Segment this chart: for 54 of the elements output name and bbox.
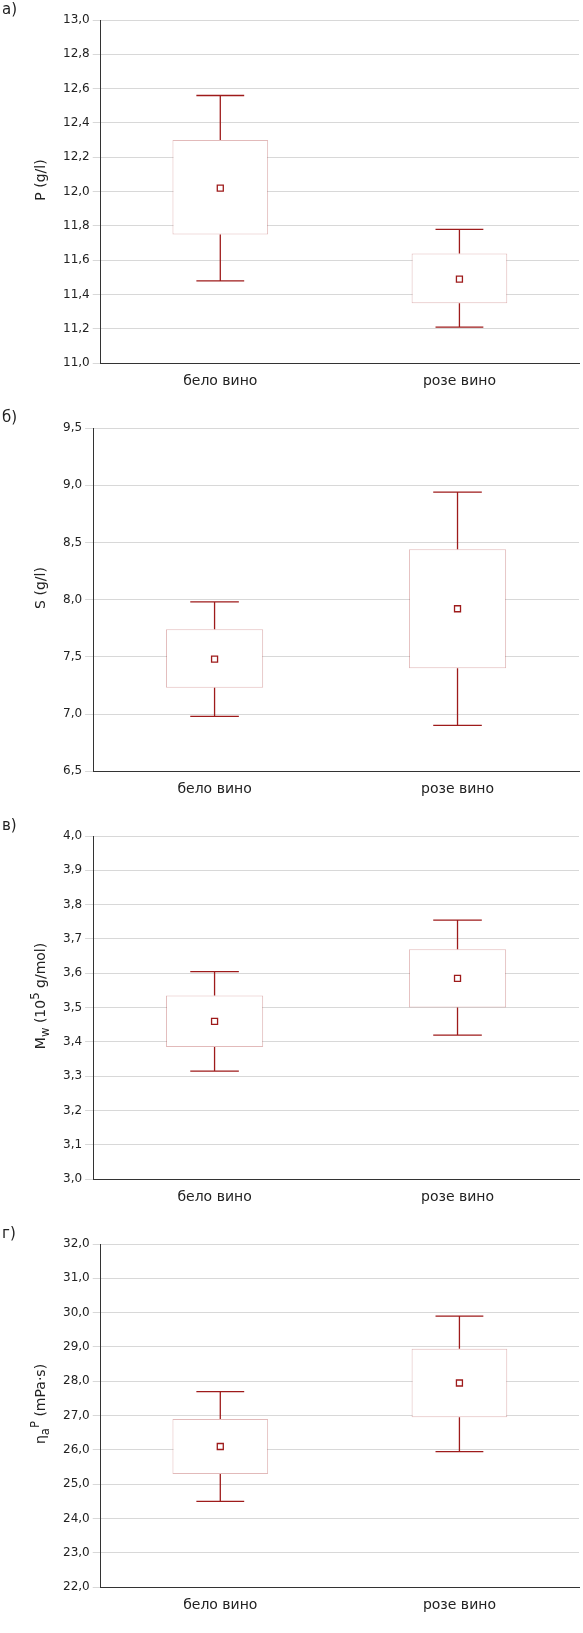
x-tick-label: розе вино: [422, 372, 496, 389]
y-tick-label: 32,0: [63, 1236, 90, 1251]
y-tick-label: 7,5: [62, 648, 83, 663]
y-axis-title: S (g/l): [32, 567, 48, 609]
x-tick-label: бело вино: [177, 780, 252, 797]
chart-title: г): [2, 1224, 16, 1242]
y-tick-label: 6,5: [62, 763, 83, 778]
y-tick-label: 3,0: [62, 1171, 83, 1186]
y-tick-label: 28,0: [63, 1373, 90, 1388]
y-tick-label: 11,4: [63, 286, 90, 301]
y-tick-label: 12,4: [63, 115, 90, 130]
y-tick-label: 26,0: [63, 1442, 90, 1457]
chart-title: б): [2, 408, 18, 426]
y-tick-label: 3,6: [62, 965, 83, 980]
y-tick-label: 27,0: [63, 1407, 90, 1422]
y-tick-label: 8,0: [62, 591, 83, 606]
y-tick-label: 3,4: [62, 1034, 83, 1049]
x-tick-label: розе вино: [421, 780, 495, 797]
x-tick-label: розе вино: [422, 1596, 496, 1613]
y-tick-label: 11,6: [63, 252, 90, 267]
y-tick-label: 4,0: [62, 828, 83, 843]
x-tick-label: бело вино: [177, 1188, 252, 1205]
y-tick-label: 8,5: [62, 534, 83, 549]
y-tick-label: 25,0: [63, 1476, 90, 1491]
y-tick-label: 3,2: [62, 1102, 83, 1117]
y-tick-label: 9,5: [62, 420, 83, 435]
x-tick-label: розе вино: [421, 1188, 495, 1205]
y-tick-label: 11,2: [63, 321, 90, 336]
y-tick-label: 29,0: [63, 1339, 90, 1354]
y-tick-label: 3,1: [62, 1137, 83, 1152]
y-tick-label: 24,0: [63, 1510, 90, 1525]
y-tick-label: 3,7: [62, 931, 83, 946]
x-tick-label: бело вино: [183, 1596, 258, 1613]
x-tick-label: бело вино: [183, 372, 258, 389]
y-tick-label: 3,3: [62, 1068, 83, 1083]
y-tick-label: 3,8: [62, 896, 83, 911]
y-tick-label: 12,2: [63, 149, 90, 164]
chart-title: в): [2, 816, 17, 834]
y-tick-label: 12,6: [63, 80, 90, 95]
y-tick-label: 3,5: [62, 999, 83, 1014]
y-tick-label: 12,0: [63, 183, 90, 198]
chart-title: а): [2, 0, 18, 18]
y-tick-label: 30,0: [63, 1304, 90, 1319]
y-tick-label: 13,0: [63, 12, 90, 27]
y-tick-label: 7,0: [62, 706, 83, 721]
y-tick-label: 9,0: [62, 477, 83, 492]
y-tick-label: 3,9: [62, 862, 83, 877]
y-tick-label: 31,0: [63, 1270, 90, 1285]
y-tick-label: 11,0: [63, 355, 90, 370]
y-axis-title: P (g/l): [32, 159, 48, 201]
y-tick-label: 22,0: [63, 1579, 90, 1594]
y-tick-label: 11,8: [63, 218, 90, 233]
y-tick-label: 23,0: [63, 1545, 90, 1560]
y-tick-label: 12,8: [63, 46, 90, 61]
